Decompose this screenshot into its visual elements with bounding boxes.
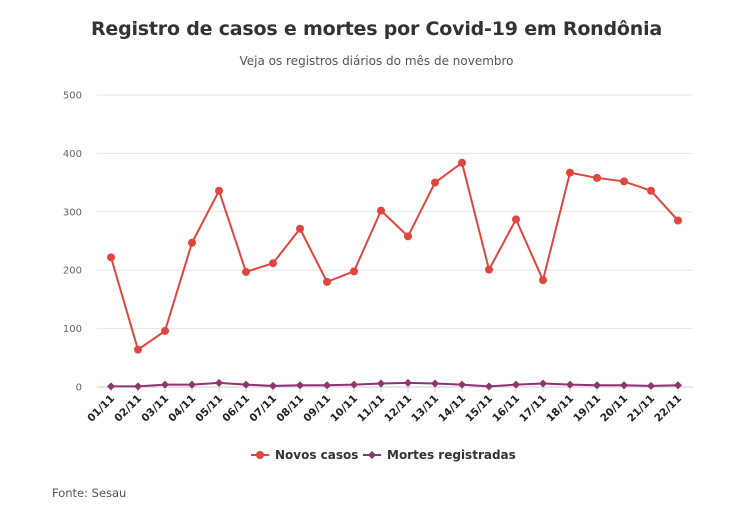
x-tick-label: 22/11: [652, 393, 684, 425]
data-point-mortes: [107, 382, 115, 391]
legend-item-1[interactable]: Mortes registradas: [363, 448, 516, 462]
x-tick-label: 07/11: [247, 393, 279, 425]
x-tick-label: 10/11: [328, 393, 360, 425]
x-tick-label: 05/11: [193, 393, 225, 425]
data-point-mortes: [296, 381, 304, 390]
data-point-mortes: [647, 381, 655, 390]
data-point-casos: [323, 277, 331, 286]
y-tick-label: 300: [63, 207, 82, 218]
x-tick-label: 01/11: [85, 393, 117, 425]
data-point-mortes: [593, 381, 601, 390]
data-point-casos: [485, 265, 493, 274]
data-point-casos: [593, 173, 601, 182]
x-tick-label: 15/11: [463, 393, 495, 425]
data-point-mortes: [566, 380, 574, 389]
data-point-casos: [296, 224, 304, 233]
data-point-mortes: [485, 382, 493, 391]
data-point-mortes: [512, 380, 520, 389]
x-tick-label: 16/11: [490, 393, 522, 425]
data-point-casos: [539, 276, 547, 285]
data-point-casos: [215, 186, 223, 195]
x-tick-label: 19/11: [571, 393, 603, 425]
data-point-mortes: [674, 381, 682, 390]
chart-title: Registro de casos e mortes por Covid-19 …: [90, 18, 663, 40]
series-line-1: [111, 381, 679, 388]
x-tick-label: 03/11: [139, 393, 171, 425]
data-point-mortes: [161, 380, 169, 389]
legend-item-0[interactable]: Novos casos: [251, 448, 358, 462]
y-tick-label: 500: [63, 91, 82, 102]
data-point-mortes: [620, 381, 628, 390]
y-tick-label: 200: [63, 266, 82, 277]
data-point-casos: [566, 168, 574, 177]
legend-label: Mortes registradas: [387, 448, 516, 462]
x-axis: 01/1102/1103/1104/1105/1106/1107/1108/11…: [85, 387, 684, 425]
data-point-mortes: [539, 379, 547, 388]
grid-lines: [97, 94, 693, 388]
x-tick-label: 08/11: [274, 393, 306, 425]
data-point-mortes: [323, 381, 331, 390]
data-point-casos: [134, 345, 142, 354]
x-tick-label: 18/11: [544, 393, 576, 425]
legend-marker: [256, 451, 264, 459]
data-point-casos: [620, 177, 628, 186]
series-line-0: [110, 161, 679, 351]
source-note: Fonte: Sesau: [52, 486, 127, 500]
x-tick-label: 12/11: [382, 393, 414, 425]
y-tick-label: 400: [63, 149, 82, 160]
data-point-casos: [188, 238, 196, 247]
data-point-casos: [647, 186, 655, 195]
y-tick-label: 0: [76, 383, 82, 394]
data-point-mortes: [242, 380, 250, 389]
data-point-casos: [512, 215, 520, 224]
x-tick-label: 04/11: [166, 393, 198, 425]
y-tick-label: 100: [63, 324, 82, 335]
data-point-mortes: [350, 380, 358, 389]
x-tick-label: 17/11: [517, 393, 549, 425]
data-point-casos: [350, 267, 358, 276]
data-point-mortes: [215, 378, 223, 387]
series-group: [107, 158, 682, 391]
data-point-casos: [431, 178, 439, 187]
data-point-casos: [269, 259, 277, 268]
data-point-mortes: [458, 380, 466, 389]
data-point-mortes: [134, 382, 142, 391]
x-tick-label: 14/11: [436, 393, 468, 425]
chart-subtitle: Veja os registros diários do mês de nove…: [239, 54, 514, 68]
y-axis: 0 100 200 300 400 500: [63, 91, 82, 394]
x-tick-label: 06/11: [220, 393, 252, 425]
data-point-casos: [404, 232, 412, 241]
data-point-casos: [107, 253, 115, 262]
legend[interactable]: Novos casos Mortes registradas: [251, 448, 516, 462]
data-point-casos: [161, 326, 169, 335]
legend-marker: [368, 451, 376, 459]
data-point-casos: [674, 216, 682, 225]
data-point-casos: [458, 158, 466, 167]
x-tick-label: 11/11: [355, 393, 387, 425]
x-tick-label: 09/11: [301, 393, 333, 425]
legend-label: Novos casos: [275, 448, 358, 462]
data-point-mortes: [431, 379, 439, 388]
data-point-mortes: [404, 378, 412, 387]
data-point-mortes: [377, 379, 385, 388]
x-tick-label: 02/11: [112, 393, 144, 425]
data-point-casos: [242, 267, 250, 276]
x-tick-label: 20/11: [598, 393, 630, 425]
x-tick-label: 21/11: [625, 393, 657, 425]
data-point-mortes: [188, 380, 196, 389]
x-tick-label: 13/11: [409, 393, 441, 425]
data-point-casos: [377, 206, 385, 215]
data-point-mortes: [269, 381, 277, 390]
